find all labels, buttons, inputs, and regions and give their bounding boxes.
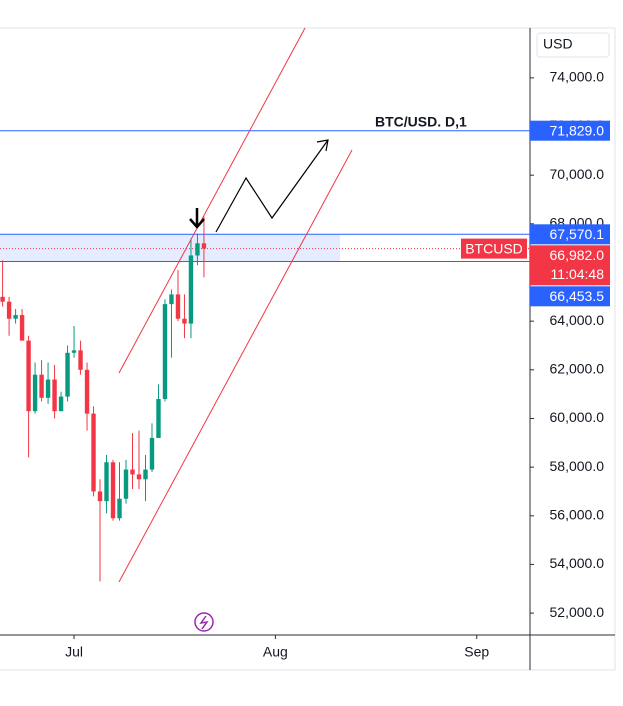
candle-body bbox=[39, 374, 44, 398]
y-tick-label: 62,000.0 bbox=[550, 361, 605, 377]
candle-body bbox=[71, 350, 77, 353]
down-arrowhead bbox=[189, 218, 205, 229]
candle-body bbox=[175, 294, 181, 319]
last-price-label: 66,982.0 bbox=[550, 247, 605, 263]
channel-upper bbox=[118, 27, 306, 374]
candle-body bbox=[110, 462, 116, 519]
projection-arrowhead bbox=[316, 139, 329, 152]
candle-body bbox=[201, 243, 207, 249]
symbol-tag bbox=[461, 238, 527, 259]
plot-area bbox=[0, 130, 530, 582]
y-tick-label: 64,000.0 bbox=[550, 312, 605, 328]
candle-body bbox=[143, 469, 148, 480]
candle-body bbox=[58, 396, 64, 412]
x-tick-label: Jul bbox=[65, 644, 83, 660]
y-tick-label: 54,000.0 bbox=[550, 555, 605, 571]
candle-body bbox=[84, 369, 90, 414]
candle-body bbox=[169, 294, 174, 305]
candle-body bbox=[6, 301, 12, 319]
candle-body bbox=[26, 340, 31, 412]
level-label: 67,570.1 bbox=[550, 226, 605, 242]
x-tick-label: Aug bbox=[263, 644, 288, 660]
level-label: 66,453.5 bbox=[550, 288, 605, 304]
candle-body bbox=[32, 374, 38, 412]
candle-body bbox=[117, 498, 122, 519]
candle-body bbox=[195, 243, 200, 256]
y-tick-label: 70,000.0 bbox=[550, 166, 605, 182]
candle-body bbox=[104, 462, 109, 502]
last-price-tag bbox=[530, 245, 610, 286]
candle-body bbox=[182, 318, 187, 324]
candle-body bbox=[0, 296, 5, 302]
price-zone bbox=[0, 234, 340, 262]
candle-body bbox=[130, 469, 135, 475]
level-tag bbox=[530, 286, 610, 307]
level-tag bbox=[530, 224, 610, 245]
unit-label: USD bbox=[543, 36, 573, 52]
candle-body bbox=[136, 474, 142, 480]
y-tick-label: 56,000.0 bbox=[550, 506, 605, 522]
channel-lower bbox=[118, 149, 353, 583]
candle-body bbox=[78, 350, 83, 370]
candle-body bbox=[45, 379, 51, 398]
candle-body bbox=[97, 491, 103, 502]
annotation: BTC/USD. D,1 bbox=[375, 114, 467, 130]
y-tick-label: 58,000.0 bbox=[550, 458, 605, 474]
candle-body bbox=[19, 315, 25, 341]
candle-body bbox=[188, 255, 194, 324]
countdown: 11:04:48 bbox=[551, 266, 605, 282]
y-tick-label: 74,000.0 bbox=[550, 69, 605, 85]
symbol-label: BTCUSD bbox=[465, 240, 523, 256]
candle-body bbox=[149, 437, 155, 470]
candle-body bbox=[52, 379, 57, 412]
x-tick-label: Sep bbox=[464, 644, 489, 660]
y-tick-label: 60,000.0 bbox=[550, 409, 605, 425]
event-icon-bolt bbox=[199, 615, 209, 630]
candle-body bbox=[65, 352, 70, 397]
candle-body bbox=[156, 399, 161, 438]
projection-arrow bbox=[215, 139, 329, 233]
candle-body bbox=[123, 469, 129, 499]
level-label: 71,829.0 bbox=[550, 122, 605, 138]
candle-body bbox=[91, 413, 96, 492]
level-tag bbox=[530, 120, 610, 141]
unit-button[interactable] bbox=[536, 32, 610, 58]
y-tick-label: 52,000.0 bbox=[550, 604, 605, 620]
price-axis: 52,000.0 54,000.0 56,000.0 58,000.0 60,000.0… bbox=[65, 69, 610, 660]
candle-body bbox=[13, 315, 18, 319]
candle-body bbox=[162, 304, 168, 400]
